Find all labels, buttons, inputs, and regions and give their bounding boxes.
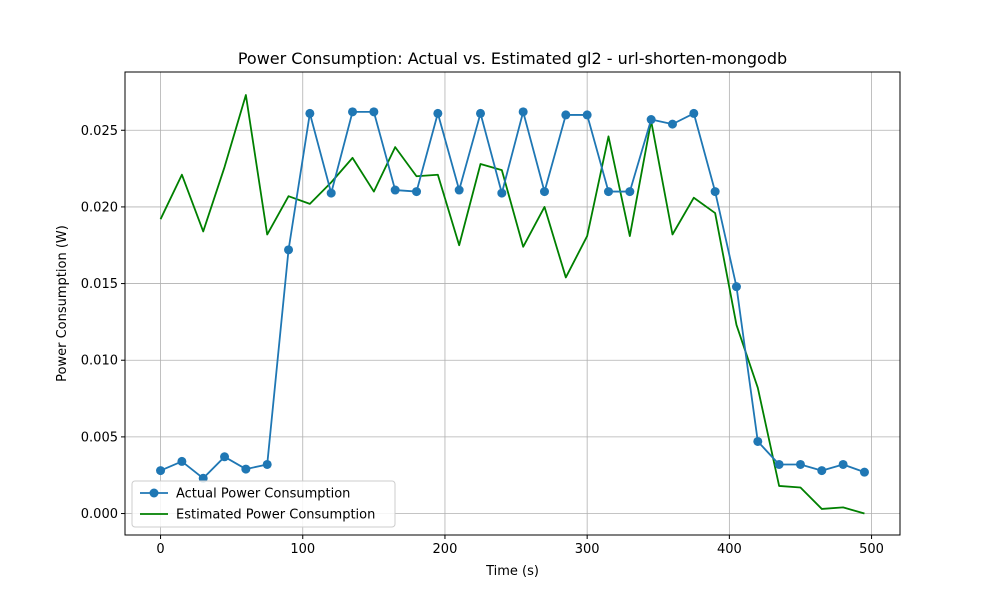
actual-point — [753, 436, 763, 446]
actual-point — [518, 107, 528, 117]
actual-point — [625, 187, 635, 197]
actual-point — [497, 188, 507, 198]
series-line-estimated — [159, 94, 865, 515]
actual-point — [582, 110, 592, 120]
actual-point — [241, 464, 251, 474]
x-tick-label: 300 — [575, 542, 600, 557]
actual-point — [817, 466, 827, 476]
x-tick-label: 100 — [290, 542, 315, 557]
actual-point — [731, 282, 741, 292]
y-axis-label: Power Consumption (W) — [55, 225, 70, 382]
actual-point — [433, 108, 443, 118]
chart-title: Power Consumption: Actual vs. Estimated … — [238, 49, 787, 68]
y-tick-label: 0.010 — [81, 354, 118, 369]
actual-point — [454, 185, 464, 195]
y-tick-label: 0.025 — [81, 124, 118, 139]
actual-point — [710, 187, 720, 197]
y-tick-label: 0.015 — [81, 277, 118, 292]
legend-box — [131, 480, 396, 528]
x-tick-label: 500 — [859, 542, 884, 557]
y-tick-label: 0.000 — [81, 507, 118, 522]
actual-point — [348, 107, 358, 117]
actual-point — [412, 187, 422, 197]
x-tick-label: 0 — [156, 542, 164, 557]
actual-point — [476, 108, 486, 118]
actual-point — [284, 245, 294, 255]
legend: Actual Power Consumption Estimated Power… — [131, 480, 396, 528]
actual-point — [326, 188, 336, 198]
ticks: 0 100 200 300 400 500 0.000 0.005 0.010 0.015 0.02… — [81, 124, 884, 557]
actual-point — [774, 459, 784, 469]
legend-label-actual: Actual Power Consumption — [176, 487, 350, 502]
legend-label-estimated: Estimated Power Consumption — [176, 508, 375, 523]
actual-point — [177, 456, 187, 466]
x-axis-label: Time (s) — [485, 564, 539, 579]
actual-point — [646, 115, 656, 125]
legend-marker-actual — [149, 488, 159, 498]
series-line-actual — [160, 110, 865, 480]
actual-point — [838, 459, 848, 469]
actual-point — [561, 110, 571, 120]
actual-point — [305, 108, 315, 118]
actual-point — [220, 452, 230, 462]
y-tick-label: 0.020 — [81, 200, 118, 215]
x-tick-label: 400 — [717, 542, 742, 557]
x-tick-label: 200 — [433, 542, 458, 557]
actual-point — [156, 466, 166, 476]
actual-point — [262, 459, 272, 469]
series-layer — [156, 94, 869, 515]
actual-point — [603, 187, 613, 197]
actual-point — [689, 108, 699, 118]
actual-point — [795, 459, 805, 469]
plot-frame — [124, 71, 901, 536]
actual-point — [859, 467, 869, 477]
actual-point — [667, 119, 677, 129]
actual-point — [539, 187, 549, 197]
y-tick-label: 0.005 — [81, 430, 118, 445]
actual-point — [369, 107, 379, 117]
actual-point — [390, 185, 400, 195]
